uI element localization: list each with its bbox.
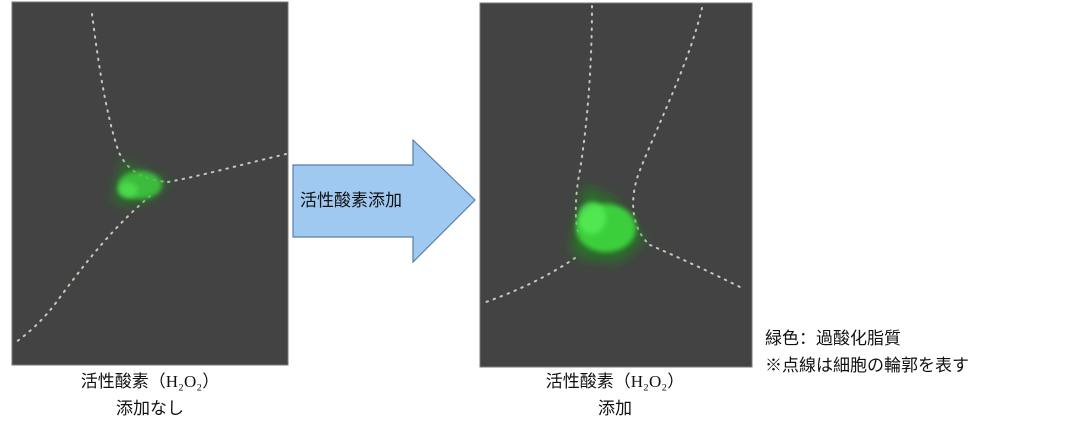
arrow: 活性酸素添加 — [293, 140, 475, 262]
legend-note: ※点線は細胞の輪郭を表す — [765, 356, 969, 375]
caption: 活性酸素（H₂O₂） — [81, 372, 219, 391]
legend-note: 緑色：過酸化脂質 — [765, 329, 901, 348]
caption: 活性酸素（H₂O₂） — [546, 372, 684, 391]
caption: 添加なし — [116, 399, 184, 418]
caption: 添加 — [598, 399, 632, 418]
right-image — [480, 3, 752, 367]
arrow-label: 活性酸素添加 — [300, 191, 402, 210]
figure: 活性酸素添加 活性酸素（H₂O₂） 添加なし 活性酸素（H₂O₂） 添加 緑色：… — [0, 0, 1074, 423]
left-image — [12, 2, 288, 365]
